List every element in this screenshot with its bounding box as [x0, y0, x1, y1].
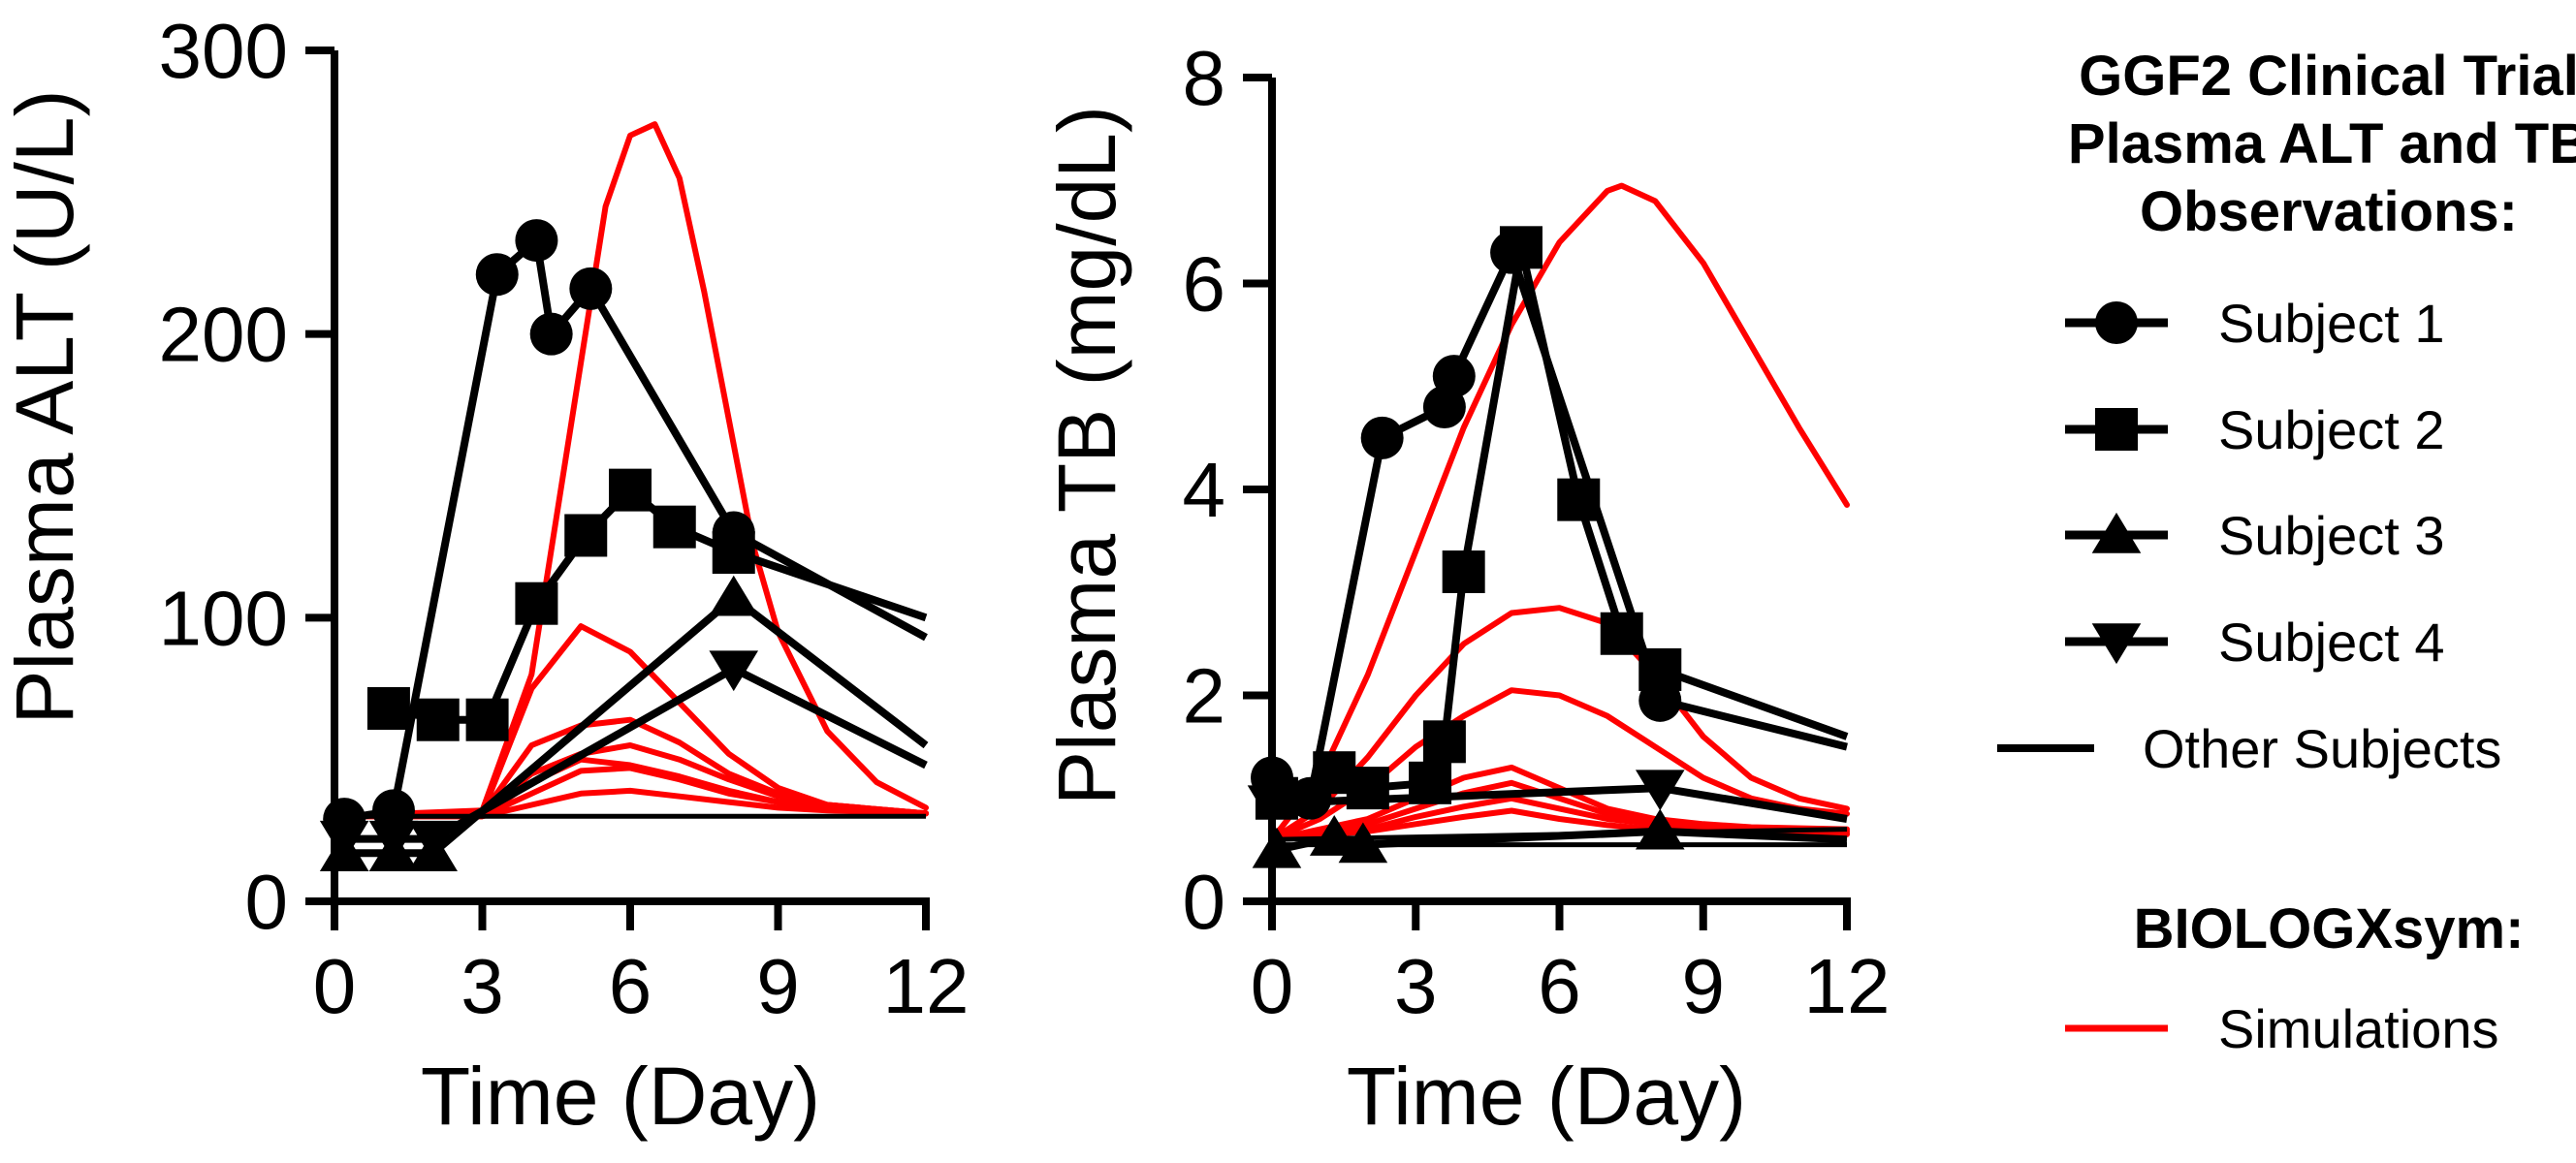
alt-simulation-line-6 — [332, 765, 929, 820]
alt-y-tick-label-300: 300 — [159, 8, 288, 94]
alt-y-tick-label-0: 0 — [245, 859, 289, 945]
legend: GGF2 Clinical Trial Plasma ALT and TB Ob… — [1997, 45, 2576, 1059]
tb-y-tick-label-6: 6 — [1183, 241, 1226, 328]
legend-label-subject-3: Subject 3 — [2218, 505, 2445, 566]
alt-axes — [305, 47, 930, 930]
alt-subject-1-line — [343, 236, 928, 824]
alt-chart: 0 3 6 9 12 0 100 200 300 Time (Day) Plasma ALT (… — [0, 8, 969, 1142]
tb-x-axis-title: Time (Day) — [1347, 1051, 1746, 1142]
tb-subject-3-point-4-triangle — [1635, 808, 1685, 850]
tb-y-tick-label-4: 4 — [1183, 447, 1226, 533]
tb-simulation-line-2 — [1269, 605, 1850, 843]
alt-subject-4-series — [319, 650, 928, 862]
legend-subject-3-triangle-icon — [2091, 512, 2142, 553]
alt-simulation-line-1 — [332, 121, 929, 820]
alt-observed-series — [319, 219, 929, 871]
tb-x-tick-label-3: 3 — [1394, 943, 1438, 1029]
legend-label-subject-4: Subject 4 — [2218, 612, 2445, 673]
alt-subject-1-point-5-circle — [529, 312, 573, 356]
alt-subject-1-point-4-circle — [515, 219, 558, 263]
legend-title-line-1: GGF2 Clinical Trial — [2079, 45, 2576, 108]
tb-subject-1-line — [1270, 248, 1848, 802]
legend-label-simulations: Simulations — [2218, 998, 2498, 1059]
legend-subject-1-marker — [2095, 301, 2138, 344]
tb-subject-1-point-3-circle — [1360, 416, 1404, 459]
alt-subject-2-point-3-square — [465, 698, 509, 741]
tb-y-axis-title: Plasma TB (mg/dL) — [1041, 106, 1132, 805]
tb-subject-2-point-7-square — [1499, 226, 1542, 269]
alt-x-tick-label-12: 12 — [883, 943, 970, 1029]
legend-subject-2-marker — [2095, 408, 2138, 451]
legend-entry-subject-2: Subject 2 — [2065, 399, 2445, 460]
tb-tick-labels: 0 3 6 9 12 0 2 4 6 8 — [1183, 35, 1891, 1029]
alt-x-tick-label-9: 9 — [756, 943, 800, 1029]
legend-model-title: BIOLOGXsym: — [2134, 897, 2525, 960]
tb-simulation-line-1 — [1269, 182, 1850, 843]
alt-subject-2-point-4-square — [515, 582, 558, 625]
legend-subject-3-marker — [2091, 512, 2142, 553]
alt-subject-4-point-2-inverted-triangle — [368, 820, 419, 862]
tb-x-tick-label-9: 9 — [1682, 943, 1726, 1029]
legend-subject-2-square-icon — [2095, 408, 2138, 451]
alt-subject-2-series — [366, 468, 928, 741]
tb-y-tick-label-8: 8 — [1183, 35, 1226, 121]
alt-subject-1-point-3-circle — [475, 253, 519, 297]
alt-subject-2-point-5-square — [564, 514, 608, 557]
legend-entry-subject-3: Subject 3 — [2065, 505, 2445, 566]
alt-simulation-line-7 — [332, 787, 929, 820]
legend-subject-1-circle-icon — [2095, 301, 2138, 344]
alt-subject-2-point-8-square — [712, 531, 755, 575]
alt-subject-2-point-7-square — [652, 505, 696, 549]
alt-subject-2-point-2-square — [416, 698, 460, 741]
tb-subject-4-point-2-inverted-triangle — [1635, 770, 1685, 811]
alt-subject-4-point-4-inverted-triangle — [709, 650, 759, 692]
alt-subject-3-point-4-triangle — [709, 575, 759, 616]
alt-y-axis-title: Plasma ALT (U/L) — [0, 89, 90, 724]
alt-subject-2-point-6-square — [609, 468, 652, 512]
legend-entry-other-subjects: Other Subjects — [1997, 718, 2501, 779]
tb-subject-3-point-3-triangle — [1338, 822, 1388, 864]
legend-subject-4-inverted-triangle-icon — [2091, 623, 2142, 665]
legend-title-line-2: Plasma ALT and TB — [2068, 112, 2576, 175]
alt-y-tick-label-100: 100 — [159, 575, 288, 661]
alt-tick-labels: 0 3 6 9 12 0 100 200 300 — [159, 8, 970, 1029]
tb-axes — [1243, 74, 1851, 930]
legend-entry-subject-1: Subject 1 — [2065, 293, 2445, 354]
alt-y-tick-label-200: 200 — [159, 292, 288, 378]
tb-x-tick-label-6: 6 — [1538, 943, 1581, 1029]
tb-observed-series — [1247, 226, 1849, 868]
tb-subject-1-point-5-circle — [1432, 355, 1476, 398]
tb-subject-3-series — [1252, 808, 1848, 868]
legend-entry-subject-4: Subject 4 — [2065, 612, 2445, 673]
alt-subject-1-point-6-circle — [569, 267, 613, 310]
tb-subject-2-series — [1255, 226, 1849, 820]
alt-subject-4-point-3-inverted-triangle — [408, 820, 458, 862]
tb-subject-3-point-2-triangle — [1309, 815, 1359, 856]
tb-y-tick-label-2: 2 — [1183, 653, 1226, 739]
tb-subject-2-point-6-square — [1442, 550, 1485, 593]
legend-label-subject-2: Subject 2 — [2218, 399, 2445, 460]
legend-entry-simulations: Simulations — [2065, 998, 2498, 1059]
alt-x-tick-label-0: 0 — [313, 943, 357, 1029]
tb-subject-2-point-9-square — [1600, 612, 1643, 655]
alt-x-tick-label-6: 6 — [609, 943, 652, 1029]
tb-x-tick-label-0: 0 — [1251, 943, 1294, 1029]
legend-title-line-3: Observations: — [2140, 180, 2518, 243]
legend-subject-4-marker — [2091, 623, 2142, 665]
tb-x-tick-label-12: 12 — [1804, 943, 1891, 1029]
tb-chart: 0 3 6 9 12 0 2 4 6 8 Time (Day) Plasma TB (mg/dL) — [1041, 35, 1890, 1142]
legend-label-subject-1: Subject 1 — [2218, 293, 2445, 354]
alt-subject-2-point-1-square — [366, 686, 410, 730]
alt-x-axis-title: Time (Day) — [421, 1051, 820, 1142]
tb-y-tick-label-0: 0 — [1183, 859, 1226, 945]
tb-subject-2-point-10-square — [1638, 647, 1682, 691]
alt-x-tick-label-3: 3 — [461, 943, 504, 1029]
tb-subject-3-point-1-triangle — [1252, 827, 1302, 868]
legend-label-other-subjects: Other Subjects — [2143, 718, 2501, 779]
tb-subject-2-point-8-square — [1557, 478, 1601, 521]
tb-subject-2-point-5-square — [1422, 720, 1466, 764]
